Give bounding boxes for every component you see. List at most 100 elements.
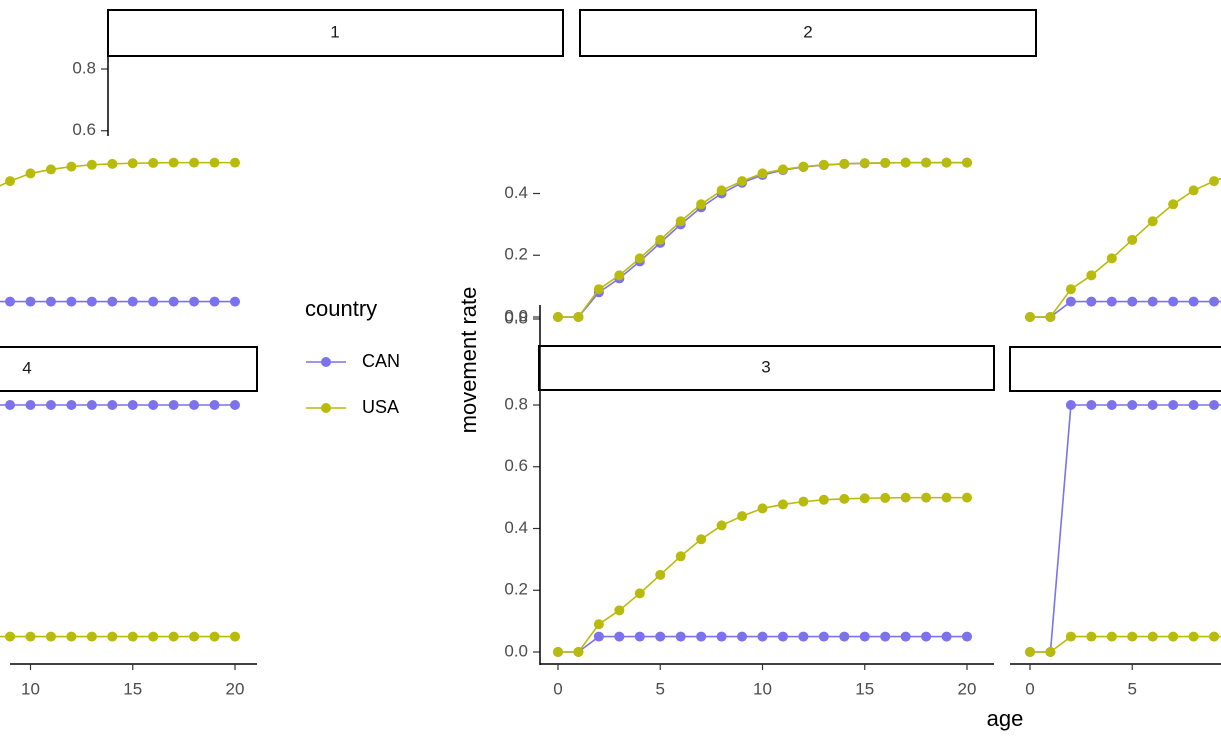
series-line xyxy=(558,161,967,318)
data-point xyxy=(798,161,809,172)
data-point xyxy=(66,161,77,172)
data-point xyxy=(45,400,56,410)
data-point xyxy=(941,631,952,642)
facet-strip xyxy=(538,345,995,391)
y-tick-label: 0.8 xyxy=(504,308,528,327)
facet-title: 3 xyxy=(761,357,770,376)
facet-strip xyxy=(0,346,258,392)
data-point xyxy=(45,296,56,307)
data-point xyxy=(5,176,16,187)
series-line xyxy=(1030,177,1221,318)
data-point xyxy=(859,631,870,642)
data-point xyxy=(941,492,952,503)
data-point xyxy=(757,503,768,514)
data-point xyxy=(716,185,727,196)
data-point xyxy=(1127,234,1138,245)
data-point xyxy=(818,631,829,642)
data-point xyxy=(839,631,850,642)
y-axis-title: movement rate xyxy=(456,287,481,434)
data-point xyxy=(593,284,604,295)
data-point xyxy=(696,199,707,210)
data-point xyxy=(1086,296,1097,307)
data-point xyxy=(941,157,952,168)
data-point xyxy=(839,158,850,169)
y-tick-label: 0.2 xyxy=(504,494,528,513)
data-point xyxy=(148,157,159,168)
data-point xyxy=(107,296,118,307)
x-tick-label: 20 xyxy=(226,679,245,698)
data-point xyxy=(1188,631,1199,642)
data-point xyxy=(553,647,563,657)
data-point xyxy=(189,296,200,307)
data-point xyxy=(148,631,159,642)
data-point xyxy=(1168,400,1179,410)
y-tick-label: 0.0 xyxy=(504,555,528,574)
data-point xyxy=(921,631,932,642)
data-point xyxy=(45,164,56,175)
data-point xyxy=(1127,400,1138,410)
data-point xyxy=(757,631,768,642)
data-point xyxy=(1065,631,1076,642)
data-point xyxy=(900,492,911,503)
data-point xyxy=(1209,400,1220,410)
data-point xyxy=(614,605,625,616)
series-line xyxy=(558,161,967,318)
data-point xyxy=(230,157,240,168)
data-point xyxy=(107,400,118,410)
data-point xyxy=(634,631,645,642)
data-point xyxy=(168,157,179,168)
data-point xyxy=(1065,400,1076,410)
data-point xyxy=(66,296,77,307)
data-point xyxy=(5,631,16,642)
data-point xyxy=(614,631,625,642)
data-point xyxy=(880,157,891,168)
data-point xyxy=(25,296,36,307)
data-point xyxy=(5,296,16,307)
y-tick-label: 0.2 xyxy=(72,244,96,263)
data-point xyxy=(737,511,748,522)
data-point xyxy=(209,631,220,642)
facet-title: 1 xyxy=(330,22,339,41)
data-point xyxy=(777,164,788,175)
data-point xyxy=(573,647,584,657)
series-line xyxy=(1030,300,1221,318)
data-point xyxy=(675,216,686,227)
data-point xyxy=(716,631,727,642)
data-point xyxy=(189,631,200,642)
data-point xyxy=(25,631,36,642)
data-point xyxy=(921,157,932,168)
data-point xyxy=(634,588,645,599)
data-point xyxy=(553,312,563,322)
facet-strip xyxy=(1009,346,1221,392)
data-point xyxy=(818,159,829,170)
data-point xyxy=(168,400,179,410)
data-point xyxy=(593,619,604,630)
data-point xyxy=(1106,296,1117,307)
data-point xyxy=(859,493,870,504)
data-point xyxy=(1127,631,1138,642)
series-line xyxy=(0,161,235,187)
x-tick-label: 0 xyxy=(553,679,562,698)
panel-clip xyxy=(1025,176,1221,322)
data-point xyxy=(5,400,16,410)
data-point xyxy=(1086,270,1097,281)
legend-key-point xyxy=(321,357,331,367)
data-point xyxy=(1209,176,1220,187)
y-tick-label: 0.0 xyxy=(72,305,96,324)
data-point xyxy=(209,400,220,410)
data-point xyxy=(1106,253,1117,264)
data-point xyxy=(1209,296,1220,307)
series-line xyxy=(1030,404,1221,653)
data-point xyxy=(880,492,891,503)
facet-strip xyxy=(107,9,564,57)
series-line xyxy=(0,635,235,638)
data-point xyxy=(45,631,56,642)
data-point xyxy=(1147,296,1158,307)
data-point xyxy=(127,296,138,307)
data-point xyxy=(696,534,707,545)
data-point xyxy=(921,492,932,503)
y-tick-label: 0.6 xyxy=(504,370,528,389)
data-point xyxy=(86,159,97,170)
